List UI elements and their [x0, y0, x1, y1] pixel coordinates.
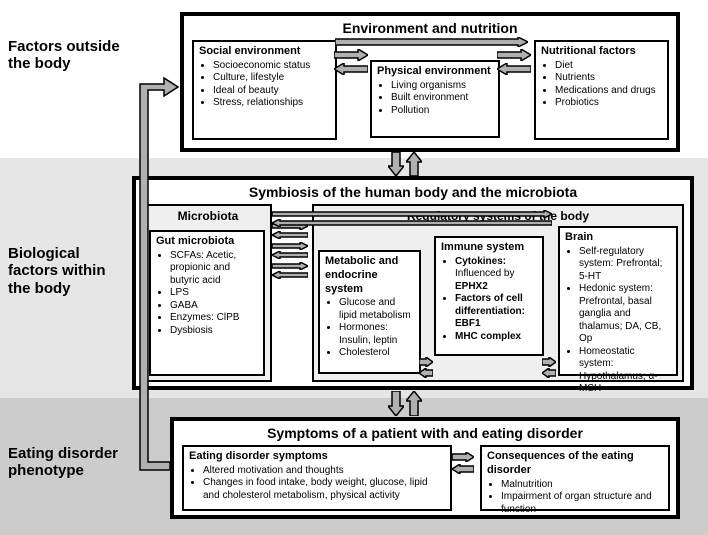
- arrow-physical-nutri-l: [497, 63, 531, 75]
- arrow-imm-brain-l: [542, 368, 556, 378]
- box-metabolic: Metabolic and endocrine system Glucose a…: [318, 250, 421, 374]
- box-symptoms-title: Eating disorder symptoms: [189, 450, 445, 464]
- arrow-social-physical-l: [334, 63, 368, 75]
- box-nutritional-title: Nutritional factors: [541, 45, 662, 59]
- arrow-sym-con-l: [452, 464, 474, 474]
- arrow-feedback-loop: [120, 70, 180, 480]
- box-immune: Immune system Cytokines: Influenced by E…: [434, 236, 544, 356]
- box-brain-list: Self-regulatory system: Prefrontal; 5-HT…: [565, 246, 671, 396]
- arrow-p2p3-up: [406, 391, 422, 416]
- immune-item-1: Factors of cell differentiation: EBF1: [455, 293, 537, 331]
- panel3-title: Symptoms of a patient with and eating di…: [174, 421, 676, 443]
- arrow-social-nutri-l: [335, 47, 528, 57]
- side-label-bottom: Eating disorder phenotype: [8, 445, 120, 480]
- arrow-imm-brain-r: [542, 357, 556, 367]
- box-consequences: Consequences of the eating disorder Maln…: [480, 445, 670, 511]
- arrow-p1p2-up: [406, 152, 422, 176]
- arrow-p2p3-down: [388, 391, 404, 416]
- box-nutritional-list: Diet Nutrients Medications and drugs Pro…: [541, 60, 662, 110]
- arrow-met-imm-r: [419, 357, 433, 367]
- arrow-met-imm-l: [419, 368, 433, 378]
- box-social-list: Socioeconomic status Culture, lifestyle …: [199, 60, 330, 110]
- side-label-middle: Biological factors within the body: [8, 245, 120, 297]
- arrow-sym-con-r: [452, 452, 474, 462]
- box-consequences-title: Consequences of the eating disorder: [487, 450, 663, 478]
- arrow-p1p2-down: [388, 152, 404, 176]
- panel2-title: Symbiosis of the human body and the micr…: [136, 180, 690, 202]
- arrow-mr-2r: [272, 242, 308, 250]
- box-social: Social environment Socioeconomic status …: [192, 40, 337, 140]
- box-symptoms: Eating disorder symptoms Altered motivat…: [182, 445, 452, 511]
- box-social-title: Social environment: [199, 45, 330, 59]
- box-metabolic-title: Metabolic and endocrine system: [325, 255, 414, 296]
- arrow-mr-1l: [272, 231, 308, 239]
- box-immune-title: Immune system: [441, 241, 537, 255]
- arrow-mr-3r: [272, 262, 308, 270]
- panel1-title: Environment and nutrition: [184, 16, 676, 38]
- arrow-mr-2l: [272, 251, 308, 259]
- box-physical: Physical environment Living organisms Bu…: [370, 60, 500, 138]
- box-nutritional: Nutritional factors Diet Nutrients Medic…: [534, 40, 669, 140]
- box-physical-list: Living organisms Built environment Pollu…: [377, 80, 493, 118]
- box-immune-list: Cytokines: Influenced by EPHX2 Factors o…: [441, 256, 537, 344]
- box-brain-title: Brain: [565, 231, 671, 245]
- immune-item-0: Cytokines: Influenced by EPHX2: [455, 256, 537, 294]
- panel-symbiosis: Symbiosis of the human body and the micr…: [132, 176, 694, 390]
- subpanel-regulatory: Regulatory systems of the body Metabolic…: [312, 204, 684, 382]
- side-label-top: Factors outside the body: [8, 38, 120, 73]
- box-symptoms-list: Altered motivation and thoughts Changes …: [189, 465, 445, 503]
- box-consequences-list: Malnutrition Impairment of organ structu…: [487, 479, 663, 517]
- box-physical-title: Physical environment: [377, 65, 493, 79]
- arrow-gut-brain-r: [272, 210, 552, 218]
- panel-environment: Environment and nutrition Social environ…: [180, 12, 680, 152]
- box-metabolic-list: Glucose and lipid metabolism Hormones: I…: [325, 297, 414, 360]
- arrow-gut-brain-l: [272, 219, 552, 227]
- immune-item-2: MHC complex: [455, 331, 537, 344]
- box-brain: Brain Self-regulatory system: Prefrontal…: [558, 226, 678, 376]
- panel-phenotype: Symptoms of a patient with and eating di…: [170, 417, 680, 519]
- arrow-social-nutri-r: [335, 37, 528, 47]
- arrow-mr-3l: [272, 271, 308, 279]
